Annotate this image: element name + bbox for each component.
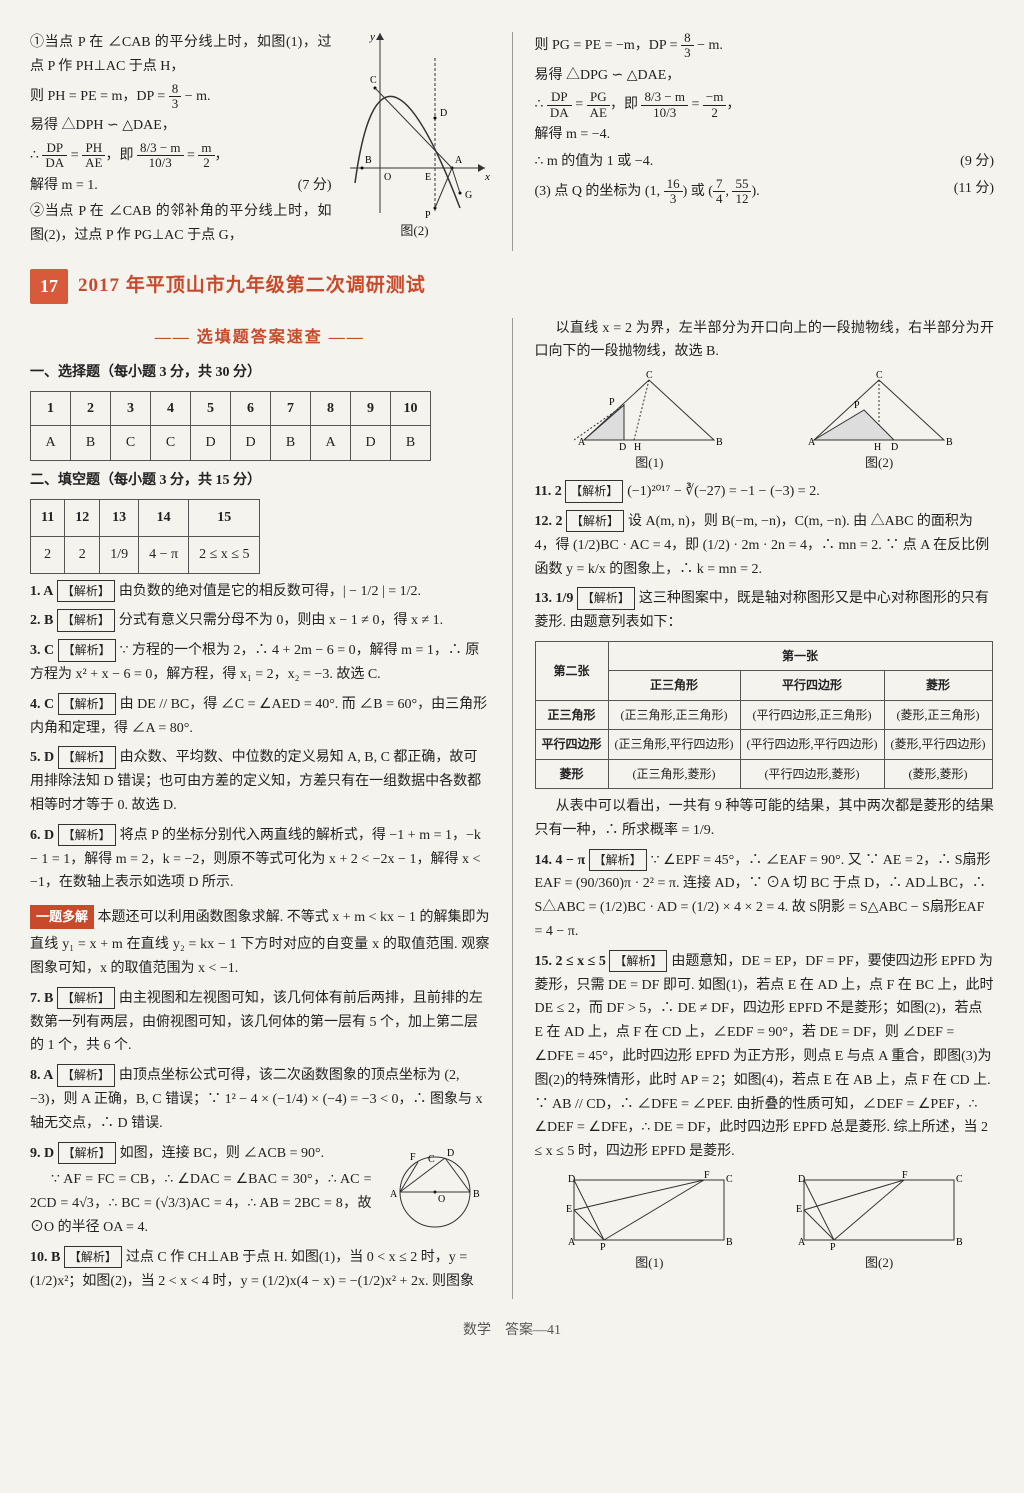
svg-text:E: E: [566, 1204, 572, 1215]
svg-text:B: B: [726, 1237, 733, 1248]
svg-text:x: x: [484, 171, 490, 183]
svg-text:P: P: [425, 210, 431, 218]
svg-text:D: D: [619, 442, 626, 450]
svg-text:F: F: [704, 1170, 710, 1181]
section1-title: 一、选择题（每小题 3 分，共 30 分）: [30, 361, 490, 385]
svg-text:A: A: [578, 437, 586, 448]
q14: 14. 4 − π 【解析】∵ ∠EPF = 45°，∴ ∠EAF = 90°.…: [535, 849, 995, 944]
svg-text:A: A: [390, 1189, 398, 1200]
svg-text:O: O: [438, 1194, 445, 1205]
svg-text:O: O: [384, 172, 391, 183]
q3: 3. C 【解析】∵ 方程的一个根为 2，∴ 4 + 2m − 6 = 0，解得…: [30, 639, 490, 687]
svg-text:B: B: [946, 437, 953, 448]
svg-text:F: F: [410, 1152, 416, 1163]
q6: 6. D 【解析】将点 P 的坐标分别代入两直线的解析式，得 −1 + m = …: [30, 824, 490, 895]
triangle-figures: AB CP DH 图(1) AB CP HD 图(2): [535, 370, 995, 474]
exam-title: 2017 年平顶山市九年级第二次调研测试: [78, 270, 426, 302]
svg-text:A: A: [568, 1237, 576, 1248]
r1: 则 PG = PE = −m，DP = 83 − m.: [535, 31, 995, 61]
q12: 12. 2 【解析】设 A(m, n)，则 B(−m, −n)，C(m, −n)…: [535, 510, 995, 581]
q13-conc: 从表中可以看出，一共有 9 种等可能的结果，其中两次都是菱形的结果只有一种，∴ …: [535, 795, 995, 843]
svg-text:P: P: [600, 1242, 606, 1250]
svg-text:P: P: [609, 397, 615, 408]
top-right: 则 PG = PE = −m，DP = 83 − m. 易得 △DPG ∽ △D…: [535, 28, 995, 251]
svg-text:D: D: [447, 1148, 454, 1159]
top-left: x y B A O E C D G P 图(2) ①当点 P 在 ∠CAB 的平…: [30, 28, 490, 251]
svg-text:C: C: [876, 370, 883, 381]
right-column: 以直线 x = 2 为界，左半部分为开口向上的一段抛物线，右半部分为开口向下的一…: [535, 314, 995, 1300]
r4: 解得 m = −4.: [535, 123, 995, 147]
svg-text:C: C: [428, 1154, 435, 1165]
section2-title: 二、填空题（每小题 3 分，共 15 分）: [30, 469, 490, 493]
q10: 10. B 【解析】过点 C 作 CH⊥AB 于点 H. 如图(1)，当 0 <…: [30, 1246, 490, 1294]
column-separator: [512, 32, 513, 251]
circle-figure: O A B D F C: [380, 1142, 490, 1232]
top-section: x y B A O E C D G P 图(2) ①当点 P 在 ∠CAB 的平…: [30, 28, 994, 251]
exam-header: 17 2017 年平顶山市九年级第二次调研测试: [30, 269, 994, 304]
q6-alt: 一题多解 本题还可以利用函数图象求解. 不等式 x + m < kx − 1 的…: [30, 901, 490, 981]
q1: 1. A 【解析】由负数的绝对值是它的相反数可得，| − 1/2 | = 1/2…: [30, 580, 490, 604]
r5: ∴ m 的值为 1 或 −4.(9 分): [535, 150, 995, 174]
q9: O AB D F C 9. D 【解析】如图，连接 BC，则 ∠ACB = 90…: [30, 1142, 490, 1240]
fill-table: 1112131415221/94 − π2 ≤ x ≤ 5: [30, 499, 260, 574]
q7: 7. B 【解析】由主视图和左视图可知，该几何体有前后两排，且前排的左数第一列有…: [30, 987, 490, 1058]
svg-text:B: B: [365, 155, 372, 166]
svg-text:B: B: [716, 437, 723, 448]
svg-text:B: B: [956, 1237, 963, 1248]
r2: 易得 △DPG ∽ △DAE，: [535, 64, 995, 88]
svg-text:H: H: [874, 442, 881, 450]
svg-text:F: F: [902, 1170, 908, 1181]
svg-text:y: y: [369, 31, 375, 43]
quick-answer-title: —— 选填题答案速查 ——: [30, 324, 490, 351]
svg-text:D: D: [440, 108, 447, 119]
r3: ∴ DPDA = PGAE，即 8/3 − m10/3 = −m2，: [535, 90, 995, 120]
q10-cont: 以直线 x = 2 为界，左半部分为开口向上的一段抛物线，右半部分为开口向下的一…: [535, 317, 995, 365]
page-footer: 数学 答案—41: [30, 1319, 994, 1343]
q15: 15. 2 ≤ x ≤ 5 【解析】由题意知，DE = EP，DF = PF，要…: [535, 950, 995, 1164]
svg-text:C: C: [726, 1174, 733, 1185]
svg-text:G: G: [465, 190, 472, 201]
q2: 2. B 【解析】分式有意义只需分母不为 0，则由 x − 1 ≠ 0，得 x …: [30, 609, 490, 633]
svg-text:A: A: [455, 155, 463, 166]
r6: (3) 点 Q 的坐标为 (1, 163) 或 (74, 5512).(11 分…: [535, 177, 995, 207]
svg-text:A: A: [808, 437, 816, 448]
svg-text:A: A: [798, 1237, 806, 1248]
column-separator: [512, 318, 513, 1300]
fig-caption: 图(2): [340, 220, 490, 242]
main-section: —— 选填题答案速查 —— 一、选择题（每小题 3 分，共 30 分） 1234…: [30, 314, 994, 1300]
svg-text:C: C: [370, 75, 377, 86]
svg-text:E: E: [425, 172, 431, 183]
svg-text:H: H: [634, 442, 641, 450]
svg-text:D: D: [798, 1174, 805, 1185]
svg-text:P: P: [830, 1242, 836, 1250]
svg-text:P: P: [854, 400, 860, 411]
q5: 5. D 【解析】由众数、平均数、中位数的定义易知 A, B, C 都正确，故可…: [30, 746, 490, 817]
svg-text:C: C: [646, 370, 653, 381]
choice-table: 12345678910ABCCDDBADB: [30, 391, 431, 462]
svg-text:D: D: [568, 1174, 575, 1185]
svg-text:E: E: [796, 1204, 802, 1215]
q13: 13. 1/9 【解析】这三种图案中，既是轴对称图形又是中心对称图形的只有菱形.…: [535, 587, 995, 635]
exam-number: 17: [30, 269, 68, 304]
rect-figures: DC AB EP F 图(1) DC AB EP F 图(2): [535, 1170, 995, 1274]
parabola-figure: x y B A O E C D G P 图(2): [340, 28, 490, 242]
svg-text:D: D: [891, 442, 898, 450]
svg-text:B: B: [473, 1189, 480, 1200]
left-column: —— 选填题答案速查 —— 一、选择题（每小题 3 分，共 30 分） 1234…: [30, 314, 490, 1300]
q11: 11. 2 【解析】(−1)²⁰¹⁷ − ∛(−27) = −1 − (−3) …: [535, 480, 995, 504]
svg-text:C: C: [956, 1174, 963, 1185]
shape-table: 第二张第一张 正三角形平行四边形菱形 正三角形(正三角形,正三角形)(平行四边形…: [535, 641, 993, 789]
q8: 8. A 【解析】由顶点坐标公式可得，该二次函数图象的顶点坐标为 (2, −3)…: [30, 1064, 490, 1135]
q4: 4. C 【解析】由 DE // BC，得 ∠C = ∠AED = 40°. 而…: [30, 693, 490, 741]
